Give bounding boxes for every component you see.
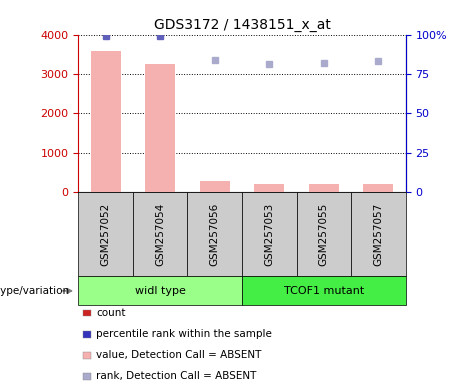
Bar [254, 184, 284, 192]
Bar [363, 184, 393, 192]
Text: GSM257055: GSM257055 [319, 203, 329, 266]
Text: count: count [96, 308, 125, 318]
Text: GSM257057: GSM257057 [373, 203, 384, 266]
Text: genotype/variation: genotype/variation [0, 286, 69, 296]
Text: GSM257056: GSM257056 [210, 203, 220, 266]
Bar [145, 65, 175, 192]
Text: GSM257052: GSM257052 [100, 203, 111, 266]
Title: GDS3172 / 1438151_x_at: GDS3172 / 1438151_x_at [154, 18, 331, 32]
Text: value, Detection Call = ABSENT: value, Detection Call = ABSENT [96, 350, 261, 360]
Text: TCOF1 mutant: TCOF1 mutant [284, 286, 364, 296]
Text: percentile rank within the sample: percentile rank within the sample [96, 329, 272, 339]
Text: widl type: widl type [135, 286, 186, 296]
Bar [200, 180, 230, 192]
Bar [91, 51, 121, 192]
Text: GSM257053: GSM257053 [264, 203, 274, 266]
Text: GSM257054: GSM257054 [155, 203, 165, 266]
Bar [309, 184, 339, 192]
Text: rank, Detection Call = ABSENT: rank, Detection Call = ABSENT [96, 371, 256, 381]
